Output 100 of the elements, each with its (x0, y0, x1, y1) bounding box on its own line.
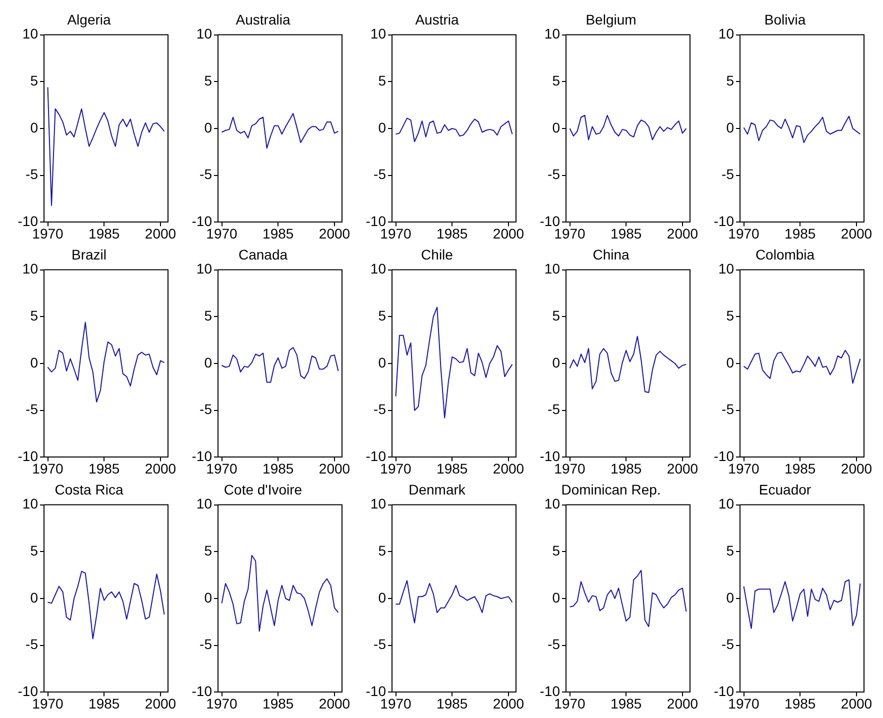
x-tick-label: 1985 (88, 460, 120, 476)
y-tick-label: 10 (22, 260, 38, 277)
y-tick-label: 10 (196, 260, 212, 277)
x-tick-label: 1985 (784, 695, 816, 712)
y-tick-label: 5 (378, 308, 386, 324)
chart-title: Canada (238, 246, 288, 262)
y-tick-label: 5 (204, 542, 212, 559)
chart-title: Ecuador (758, 481, 812, 498)
y-tick-label: 0 (378, 119, 386, 136)
y-tick-label: 5 (30, 72, 38, 89)
y-tick-label: 5 (726, 308, 734, 324)
y-tick-label: -5 (374, 166, 386, 182)
y-tick-label: -5 (722, 166, 734, 182)
chart-title: Brazil (71, 246, 107, 262)
x-tick-label: 1985 (610, 695, 642, 712)
y-tick-label: 0 (726, 589, 734, 606)
x-tick-label: 2000 (492, 695, 524, 712)
y-tick-label: 0 (204, 119, 212, 136)
x-tick-label: 2000 (666, 695, 698, 712)
x-tick-label: 2000 (492, 460, 524, 476)
y-tick-label: -5 (548, 166, 560, 182)
x-tick-label: 2000 (144, 225, 176, 242)
x-tick-label: 2000 (318, 460, 350, 476)
y-tick-label: 0 (378, 589, 386, 606)
y-tick-label: -5 (26, 401, 38, 418)
y-tick-label: 0 (30, 589, 38, 606)
y-tick-label: -5 (26, 166, 38, 182)
y-tick-label: -5 (722, 401, 734, 418)
x-tick-label: 1985 (610, 460, 642, 476)
x-tick-label: 2000 (840, 460, 872, 476)
chart-title: Austria (415, 11, 459, 28)
x-tick-label: 2000 (318, 225, 350, 242)
y-tick-label: 10 (370, 496, 386, 512)
chart-title: Cote d'Ivoire (224, 481, 302, 498)
y-tick-label: 5 (726, 72, 734, 89)
chart-title: Australia (236, 11, 290, 28)
x-tick-label: 2000 (840, 225, 872, 242)
y-tick-label: -5 (548, 636, 560, 652)
x-tick-label: 1985 (262, 695, 294, 712)
y-tick-label: -5 (200, 636, 212, 652)
x-tick-label: 2000 (666, 460, 698, 476)
x-tick-label: 2000 (840, 695, 872, 712)
chart-title: Denmark (408, 481, 466, 498)
y-tick-label: 10 (718, 26, 734, 42)
x-tick-label: 1985 (784, 225, 816, 242)
y-tick-label: 10 (22, 26, 38, 42)
y-tick-label: 5 (378, 72, 386, 89)
y-tick-label: 0 (204, 354, 212, 370)
chart-title: Belgium (586, 11, 636, 28)
chart-title: Algeria (67, 11, 111, 28)
y-tick-label: 10 (718, 260, 734, 277)
x-tick-label: 1985 (88, 225, 120, 242)
x-tick-label: 2000 (144, 460, 176, 476)
y-tick-label: 10 (370, 26, 386, 42)
y-tick-label: 5 (204, 308, 212, 324)
y-tick-label: 0 (204, 589, 212, 606)
y-tick-label: -5 (374, 636, 386, 652)
y-tick-label: 5 (378, 542, 386, 559)
chart-title: Colombia (755, 246, 815, 262)
x-tick-label: 1985 (262, 225, 294, 242)
y-tick-label: 0 (726, 354, 734, 370)
x-tick-label: 1985 (436, 460, 468, 476)
chart-title: Bolivia (764, 11, 806, 28)
y-tick-label: -5 (548, 401, 560, 418)
y-tick-label: -5 (722, 636, 734, 652)
y-tick-label: 5 (726, 542, 734, 559)
y-tick-label: 0 (552, 119, 560, 136)
y-tick-label: -5 (200, 401, 212, 418)
x-tick-label: 1985 (436, 225, 468, 242)
y-tick-label: 10 (22, 496, 38, 512)
y-tick-label: 0 (552, 354, 560, 370)
chart-title: Dominican Rep. (561, 481, 661, 498)
x-tick-label: 2000 (666, 225, 698, 242)
y-tick-label: 0 (552, 589, 560, 606)
x-tick-label: 1985 (784, 460, 816, 476)
y-tick-label: 5 (552, 542, 560, 559)
y-tick-label: 10 (196, 26, 212, 42)
y-tick-label: 0 (30, 119, 38, 136)
x-tick-label: 1985 (436, 695, 468, 712)
x-tick-label: 1985 (88, 695, 120, 712)
y-tick-label: 10 (370, 260, 386, 277)
chart-title: China (592, 246, 630, 262)
y-tick-label: 10 (544, 496, 560, 512)
x-tick-label: 1985 (610, 225, 642, 242)
y-tick-label: 10 (718, 496, 734, 512)
x-tick-label: 2000 (144, 695, 176, 712)
y-tick-label: -5 (26, 636, 38, 652)
y-tick-label: 10 (196, 496, 212, 512)
y-tick-label: 10 (544, 260, 560, 277)
y-tick-label: 5 (552, 72, 560, 89)
x-tick-label: 2000 (492, 225, 524, 242)
y-tick-label: 0 (30, 354, 38, 370)
x-tick-label: 1985 (262, 460, 294, 476)
y-tick-label: 5 (552, 308, 560, 324)
y-tick-label: 10 (544, 26, 560, 42)
y-tick-label: -5 (200, 166, 212, 182)
y-tick-label: 0 (378, 354, 386, 370)
y-tick-label: -5 (374, 401, 386, 418)
y-tick-label: 5 (204, 72, 212, 89)
x-tick-label: 2000 (318, 695, 350, 712)
